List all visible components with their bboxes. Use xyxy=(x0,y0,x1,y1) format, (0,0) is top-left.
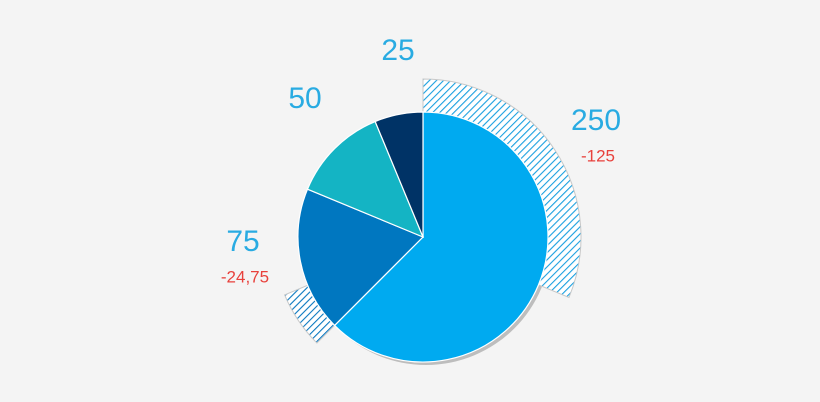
pie-slice xyxy=(306,120,425,239)
value-label: 250 xyxy=(571,104,621,137)
value-label: 75 xyxy=(226,225,259,258)
change-label: -125 xyxy=(581,146,615,165)
value-label: 25 xyxy=(381,34,414,67)
change-label: -24,75 xyxy=(221,267,269,286)
pie-slice xyxy=(297,188,425,327)
value-label: 50 xyxy=(288,82,321,115)
pie-slice xyxy=(374,111,424,238)
pie-slice xyxy=(333,111,549,363)
